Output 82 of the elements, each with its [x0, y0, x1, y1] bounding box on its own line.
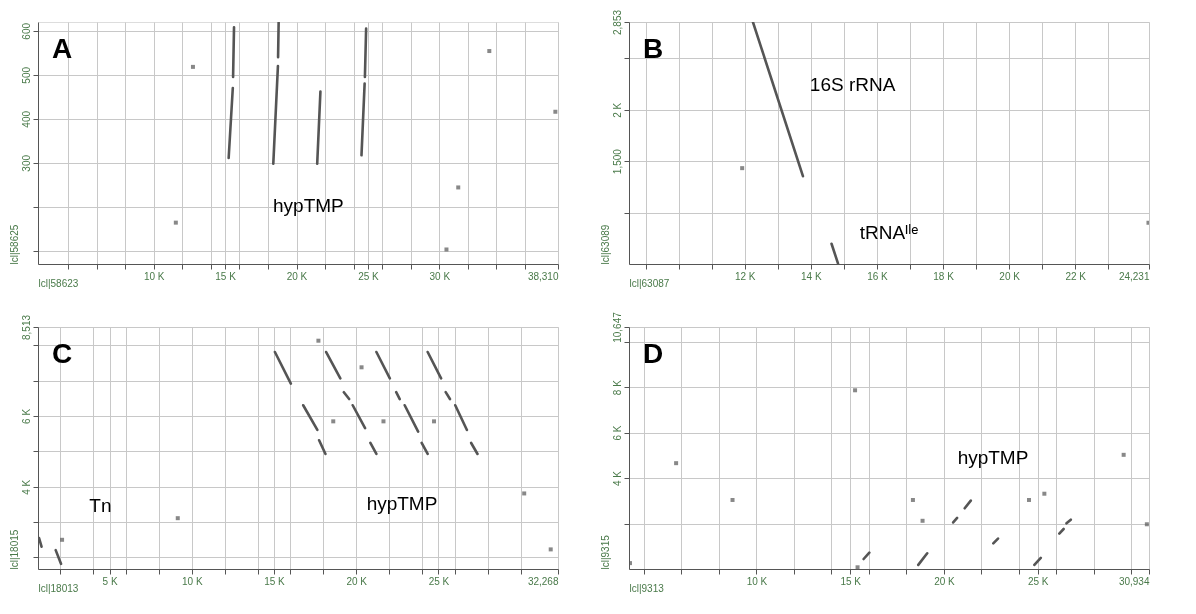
point: [175, 516, 180, 521]
y-tick-label: 10,647: [611, 311, 623, 343]
y-tick-label: 2,853: [611, 9, 623, 36]
point: [522, 491, 527, 496]
chart-title: D: [643, 338, 664, 369]
x-tick-label: 25 K: [428, 575, 450, 587]
y-tick-label: 400: [20, 110, 32, 128]
x-tick-label: 20 K: [934, 575, 956, 587]
y-tick-label: 2 K: [611, 102, 623, 118]
point: [548, 547, 553, 552]
point: [853, 388, 858, 393]
point: [190, 64, 195, 69]
x-tick-label: 5 K: [102, 575, 118, 587]
point: [553, 109, 558, 114]
point: [444, 247, 449, 252]
x-tick-label: 15 K: [215, 270, 237, 282]
point: [910, 497, 915, 502]
point: [487, 49, 492, 54]
point: [173, 220, 178, 225]
point: [316, 338, 321, 343]
point: [1121, 452, 1126, 457]
point: [1027, 497, 1031, 502]
point: [456, 185, 461, 190]
x-tick-label: 20 K: [286, 270, 308, 282]
point: [1042, 491, 1047, 496]
point: [629, 561, 633, 566]
x-axis-title: lcl|18013: [38, 582, 79, 594]
point: [381, 419, 386, 424]
chart-title: C: [52, 338, 73, 369]
annotation: tRNAᴵˡᵉ: [859, 221, 919, 243]
y-tick-label: 600: [20, 22, 32, 40]
x-tick-label: 20 K: [999, 270, 1021, 282]
chart-title: B: [643, 33, 664, 64]
x-axis-title: lcl|9313: [629, 582, 665, 594]
point: [674, 461, 679, 466]
y-tick-label: 4 K: [20, 479, 32, 495]
x-tick-label: 18 K: [933, 270, 955, 282]
x-axis-title: lcl|58623: [38, 277, 79, 289]
y-axis-title: lcl|9315: [599, 534, 611, 570]
x-tick-label: 22 K: [1065, 270, 1087, 282]
x-tick-label: 20 K: [346, 575, 368, 587]
x-tick-label: 10 K: [181, 575, 203, 587]
point: [432, 419, 437, 424]
x-tick-label: 10 K: [746, 575, 768, 587]
x-tick-label: 10 K: [143, 270, 165, 282]
y-tick-label: 6 K: [611, 425, 623, 441]
x-tick-label: 12 K: [734, 270, 756, 282]
x-tick-label: 15 K: [840, 575, 862, 587]
annotation: hypTMP: [957, 446, 1029, 468]
x-tick-label: 15 K: [264, 575, 286, 587]
x-tick-label: 32,268: [527, 575, 559, 587]
point: [1144, 522, 1149, 527]
y-tick-label: 300: [20, 154, 32, 172]
point: [730, 497, 735, 502]
point: [60, 537, 65, 542]
point: [855, 565, 860, 569]
annotation: hypTMP: [366, 492, 438, 514]
point: [359, 365, 364, 370]
x-tick-label: 25 K: [358, 270, 380, 282]
y-axis-title: lcl|18015: [8, 529, 20, 570]
annotation: 16S rRNA: [809, 73, 896, 95]
x-tick-label: 38,310: [527, 270, 559, 282]
y-tick-label: 6 K: [20, 408, 32, 424]
y-tick-label: 1,500: [611, 148, 623, 175]
annotation: hypTMP: [273, 194, 344, 216]
x-tick-label: 16 K: [867, 270, 889, 282]
x-tick-label: 24,231: [1118, 270, 1150, 282]
point: [331, 419, 336, 424]
y-axis-title: lcl|58625: [8, 224, 20, 265]
annotation: Tn: [89, 495, 112, 517]
x-tick-label: 25 K: [1027, 575, 1049, 587]
point: [920, 518, 925, 523]
chart-title: A: [52, 33, 73, 64]
y-tick-label: 500: [20, 66, 32, 84]
x-axis-title: lcl|63087: [629, 277, 670, 289]
x-tick-label: 14 K: [801, 270, 822, 282]
y-axis-title: lcl|63089: [599, 224, 611, 265]
y-tick-label: 4 K: [611, 470, 623, 487]
y-tick-label: 8,513: [20, 314, 32, 341]
x-tick-label: 30 K: [429, 270, 451, 282]
x-tick-label: 30,934: [1118, 575, 1150, 587]
y-tick-label: 8 K: [611, 379, 623, 396]
